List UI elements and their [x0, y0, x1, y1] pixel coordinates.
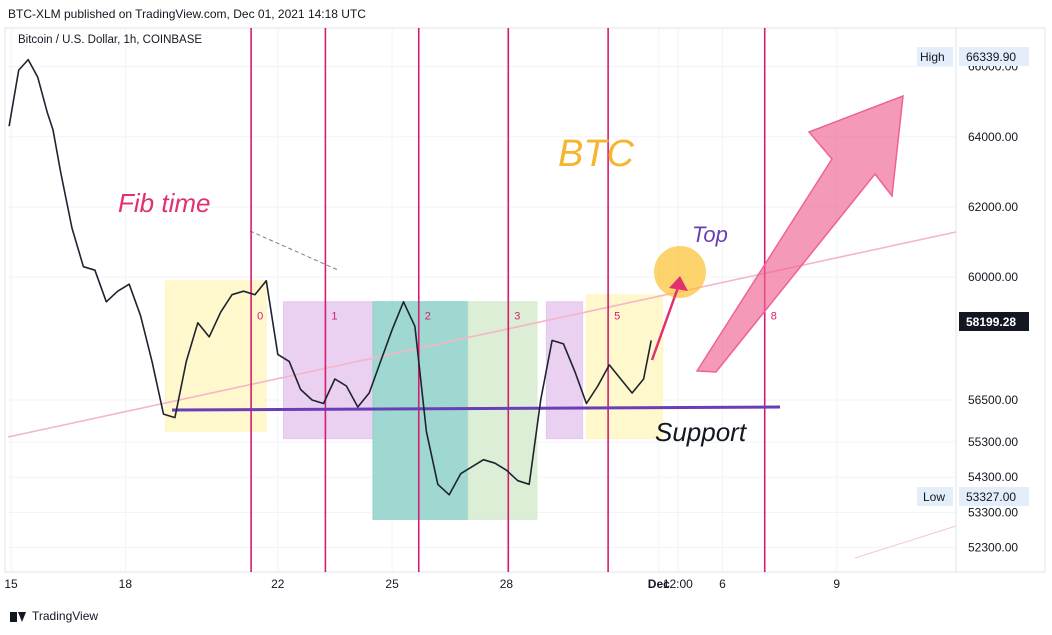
x-tick-label: 9 — [833, 577, 840, 591]
x-tick-label: 18 — [119, 577, 133, 591]
published-caption: BTC-XLM published on TradingView.com, De… — [8, 7, 366, 21]
top-marker-circle — [654, 246, 706, 298]
y-tick-label: 53300.00 — [968, 505, 1018, 519]
x-tick-label: Dec — [648, 577, 670, 591]
x-tick-label: 22 — [271, 577, 285, 591]
high-label-badge — [917, 47, 953, 66]
low-value-badge — [959, 487, 1029, 506]
y-tick-label: 54300.00 — [968, 470, 1018, 484]
last-price-badge — [959, 312, 1029, 331]
small-up-arrow-head — [669, 276, 688, 291]
fib-time-annotation: Fib time — [118, 188, 210, 218]
x-tick-label: 12:00 — [663, 577, 693, 591]
fib-time-label: 0 — [257, 310, 263, 322]
x-tick-label: 6 — [719, 577, 726, 591]
x-tick-label: 28 — [500, 577, 514, 591]
fib-time-zones: 0 1 2 3 5 8 — [250, 28, 777, 572]
tradingview-logo-icon — [10, 610, 28, 622]
footer[interactable]: TradingView — [10, 609, 98, 623]
footer-brand: TradingView — [32, 609, 99, 623]
fib-time-label: 2 — [425, 310, 431, 322]
low-label: Low — [923, 490, 945, 504]
small-up-arrow-shaft — [650, 281, 682, 361]
range-box — [164, 280, 267, 433]
symbol-legend[interactable]: Bitcoin / U.S. Dollar, 1h, COINBASE — [18, 34, 203, 46]
fib-time-label: 5 — [614, 310, 620, 322]
y-tick-label: 64000.00 — [968, 130, 1018, 144]
support-annotation: Support — [655, 417, 748, 447]
btc-annotation: BTC — [558, 133, 635, 175]
y-tick-label: 55300.00 — [968, 435, 1018, 449]
chart-border — [4, 27, 1046, 573]
y-tick-label: 60000.00 — [968, 270, 1018, 284]
last-price-value: 58199.28 — [966, 315, 1016, 329]
x-tick-label: 25 — [385, 577, 399, 591]
top-annotation: Top — [692, 222, 728, 247]
grid — [8, 28, 956, 572]
price-axis[interactable]: 52300.00 53300.00 54300.00 55300.00 56500.00… — [968, 60, 1018, 555]
y-tick-label: 52300.00 — [968, 540, 1018, 554]
fib-time-label: 1 — [331, 310, 337, 322]
y-tick-label: 62000.00 — [968, 200, 1018, 214]
price-line — [8, 58, 652, 496]
rectangle-drawings — [164, 280, 664, 520]
high-value-badge — [959, 47, 1029, 66]
lower-trend-line — [854, 525, 957, 559]
dashed-projection-line — [249, 230, 339, 271]
range-box — [545, 301, 584, 440]
fib-time-label: 8 — [771, 310, 777, 322]
fib-time-label: 3 — [514, 310, 520, 322]
big-up-arrow — [695, 94, 904, 373]
range-box — [467, 301, 538, 520]
range-box — [585, 294, 664, 440]
support-line — [171, 405, 781, 412]
y-tick-label: 56500.00 — [968, 393, 1018, 407]
low-label-badge — [917, 487, 953, 506]
high-value: 66339.90 — [966, 50, 1016, 64]
range-box — [282, 301, 374, 440]
low-value: 53327.00 — [966, 490, 1016, 504]
x-tick-label: 15 — [4, 577, 18, 591]
high-label: High — [920, 50, 945, 64]
